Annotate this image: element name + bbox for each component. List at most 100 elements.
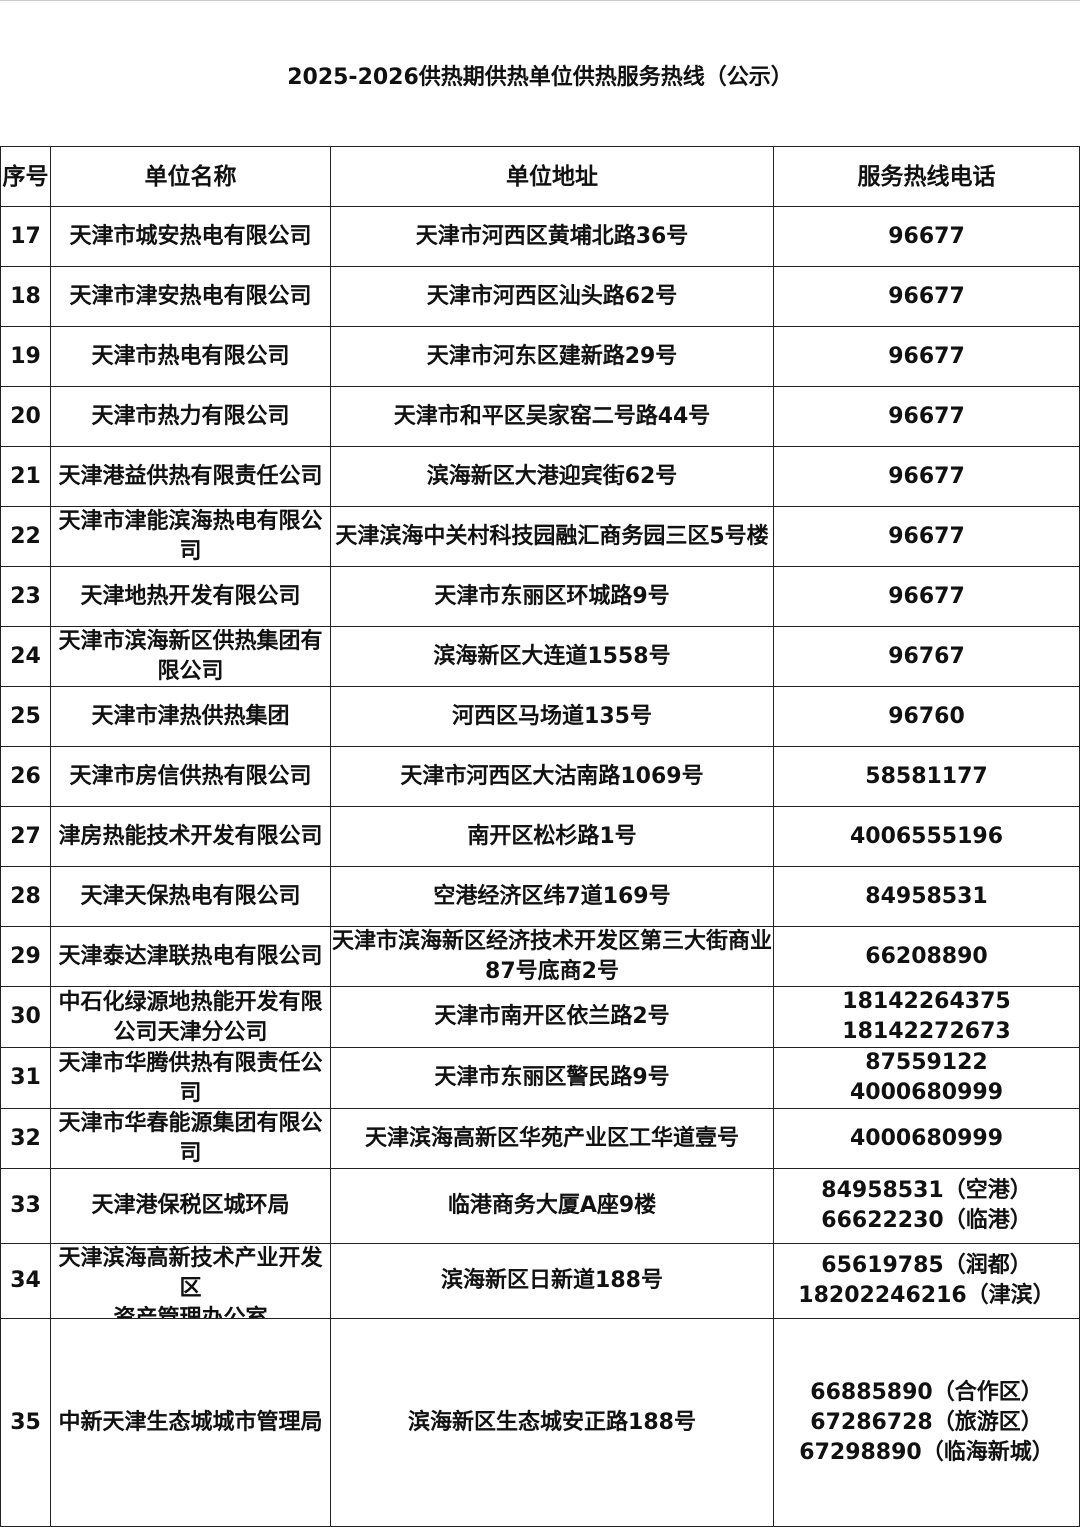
unit-address: 天津市河西区大沽南路1069号 [330, 746, 774, 807]
row-number-text: 34 [10, 1268, 41, 1293]
row-number-text: 29 [10, 943, 41, 969]
unit-name-text: 天津港保税区城环局 [91, 1193, 290, 1218]
unit-name-text: 天津市津热供热集团 [91, 703, 290, 729]
table-row: 18 天津市津安热电有限公司 天津市河西区汕头路62号 96677 [0, 266, 1080, 327]
row-number-text: 17 [10, 223, 41, 249]
row-number-text: 28 [10, 883, 41, 909]
unit-address-text: 空港经济区纬7道169号 [433, 883, 671, 909]
unit-name-text: 天津滨海高新技术产业开发区 资产管理办公室 [58, 1246, 323, 1318]
hotline-phone: 96677 [773, 386, 1080, 447]
row-number-text: 22 [10, 523, 41, 549]
row-number-text: 33 [10, 1193, 41, 1218]
row-number-text: 19 [10, 343, 41, 369]
row-number: 19 [0, 326, 51, 387]
unit-address-text: 天津市滨海新区经济技术开发区第三大街商业87号底商2号 [331, 929, 772, 984]
row-number-text: 26 [10, 763, 41, 789]
unit-address: 临港商务大厦A座9楼 [330, 1168, 774, 1244]
unit-name-text: 天津港益供热有限责任公司 [58, 463, 323, 489]
hotline-phone: 96767 [773, 626, 1080, 687]
row-number-text: 24 [10, 643, 41, 669]
unit-address: 天津市东丽区警民路9号 [330, 1047, 774, 1109]
unit-address-text: 临港商务大厦A座9楼 [447, 1193, 657, 1218]
unit-address-text: 天津市河西区大沽南路1069号 [400, 763, 704, 789]
table-row: 30 中石化绿源地热能开发有限公司天津分公司 天津市南开区依兰路2号 18142264… [0, 986, 1080, 1048]
table-row: 19 天津市热电有限公司 天津市河东区建新路29号 96677 [0, 326, 1080, 387]
hotline-phone: 66208890 [773, 926, 1080, 987]
phone-number: 18202246216（津滨） [798, 1283, 1055, 1308]
header-name: 单位名称 [50, 146, 331, 207]
unit-name: 天津市华腾供热有限责任公司 [50, 1047, 331, 1109]
table-row: 27 津房热能技术开发有限公司 南开区松杉路1号 4006555196 [0, 806, 1080, 867]
phone-number: 96677 [888, 223, 965, 249]
unit-address-text: 天津滨海高新区华苑产业区工华道壹号 [364, 1125, 739, 1151]
table-row: 20 天津市热力有限公司 天津市和平区吴家窑二号路44号 96677 [0, 386, 1080, 447]
row-number-text: 21 [10, 463, 41, 489]
unit-address-text: 滨海新区生态城安正路188号 [408, 1409, 696, 1435]
hotline-phone: 96760 [773, 686, 1080, 747]
hotline-phone: 96677 [773, 566, 1080, 627]
row-number: 34 [0, 1243, 51, 1319]
phone-number: 18142264375 [842, 989, 1011, 1014]
table-header-row: 序号 单位名称 单位地址 服务热线电话 [0, 146, 1080, 207]
unit-name: 中新天津生态城城市管理局 [50, 1318, 331, 1527]
hotline-phone: 58581177 [773, 746, 1080, 807]
unit-name-text: 中石化绿源地热能开发有限公司天津分公司 [58, 989, 323, 1045]
unit-address: 滨海新区生态城安正路188号 [330, 1318, 774, 1527]
table-row: 28 天津天保热电有限公司 空港经济区纬7道169号 84958531 [0, 866, 1080, 927]
unit-address-text: 天津市河东区建新路29号 [426, 343, 678, 369]
unit-address: 天津市河东区建新路29号 [330, 326, 774, 387]
row-number: 23 [0, 566, 51, 627]
row-number-text: 23 [10, 583, 41, 609]
hotline-table: 序号 单位名称 单位地址 服务热线电话 17 天津市城安热电有限公司 天津市河西区黄… [0, 146, 1080, 1527]
unit-name-text: 天津市城安热电有限公司 [69, 223, 312, 249]
unit-name-text: 天津市津安热电有限公司 [69, 283, 312, 309]
unit-address: 空港经济区纬7道169号 [330, 866, 774, 927]
row-number: 27 [0, 806, 51, 867]
phone-number: 58581177 [865, 763, 988, 789]
table-row: 31 天津市华腾供热有限责任公司 天津市东丽区警民路9号 87559122 400068… [0, 1047, 1080, 1109]
hotline-phone: 4000680999 [773, 1108, 1080, 1169]
unit-name-text: 津房热能技术开发有限公司 [58, 823, 323, 849]
unit-address: 天津市和平区吴家窑二号路44号 [330, 386, 774, 447]
row-number-text: 25 [10, 703, 41, 729]
hotline-phone: 84958531 [773, 866, 1080, 927]
unit-address-text: 天津市东丽区环城路9号 [434, 583, 670, 609]
unit-name-text: 天津市热力有限公司 [91, 403, 290, 429]
row-number: 20 [0, 386, 51, 447]
hotline-phone: 87559122 4000680999 [773, 1047, 1080, 1109]
unit-address-text: 河西区马场道135号 [452, 703, 652, 729]
hotline-phone: 84958531（空港） 66622230（临港） [773, 1168, 1080, 1244]
row-number-text: 31 [10, 1065, 41, 1090]
row-number: 24 [0, 626, 51, 687]
row-number: 21 [0, 446, 51, 507]
phone-number: 66885890（合作区） [810, 1379, 1043, 1405]
hotline-phone: 96677 [773, 446, 1080, 507]
hotline-phone: 66885890（合作区） 67286728（旅游区） 67298890（临海新城） [773, 1318, 1080, 1527]
unit-name: 天津市热力有限公司 [50, 386, 331, 447]
phone-number: 67286728（旅游区） [810, 1409, 1043, 1435]
header-address: 单位地址 [330, 146, 774, 207]
unit-name: 中石化绿源地热能开发有限公司天津分公司 [50, 986, 331, 1048]
unit-name-text: 天津市滨海新区供热集团有限公司 [58, 629, 323, 684]
unit-name-text: 天津泰达津联热电有限公司 [58, 943, 323, 969]
unit-address-text: 天津市东丽区警民路9号 [434, 1065, 670, 1090]
phone-number: 96767 [888, 643, 965, 669]
unit-address: 天津市河西区汕头路62号 [330, 266, 774, 327]
unit-name: 天津市热电有限公司 [50, 326, 331, 387]
unit-address: 天津滨海中关村科技园融汇商务园三区5号楼 [330, 506, 774, 567]
unit-address: 天津市东丽区环城路9号 [330, 566, 774, 627]
row-number: 26 [0, 746, 51, 807]
unit-name: 天津滨海高新技术产业开发区 资产管理办公室 [50, 1243, 331, 1319]
phone-number: 96677 [888, 463, 965, 489]
row-number: 30 [0, 986, 51, 1048]
unit-address-text: 天津市河西区汕头路62号 [426, 283, 678, 309]
phone-number: 96677 [888, 523, 965, 549]
phone-number: 96677 [888, 583, 965, 609]
phone-number: 84958531 [865, 883, 988, 909]
unit-name-text: 天津市华腾供热有限责任公司 [58, 1050, 323, 1106]
unit-name-text: 天津市房信供热有限公司 [69, 763, 312, 789]
unit-name-text: 天津天保热电有限公司 [80, 883, 301, 909]
row-number-text: 32 [10, 1125, 41, 1151]
row-number-text: 30 [10, 1004, 41, 1029]
unit-address: 天津市南开区依兰路2号 [330, 986, 774, 1048]
